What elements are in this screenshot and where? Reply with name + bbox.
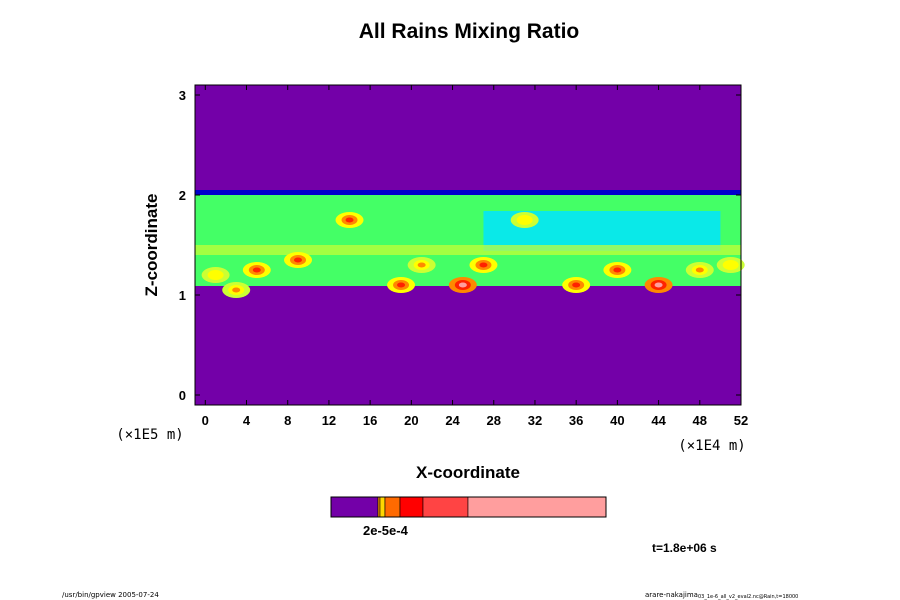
- x-tick-label: 40: [610, 413, 624, 428]
- colorbar-segment: [330, 496, 379, 518]
- mixing-ratio-field: [195, 190, 745, 298]
- y-axis-label: Z-coordinate: [142, 194, 161, 297]
- rain-cell-core: [417, 262, 426, 268]
- rain-cell-core: [458, 282, 467, 288]
- y-axis-ticks: 0 1 2 3: [179, 88, 741, 403]
- rain-cell-core: [252, 267, 261, 273]
- rain-cell-core: [397, 282, 406, 288]
- x-tick-label: 20: [404, 413, 418, 428]
- rain-cell-core: [654, 282, 663, 288]
- y-tick-label: 0: [179, 388, 186, 403]
- rain-cell-core: [479, 262, 488, 268]
- x-axis-ticks: 0 4 8 12 16 20 24 28 32 36 40 44 48 52: [202, 85, 748, 428]
- chart-title: All Rains Mixing Ratio: [359, 20, 580, 43]
- colorbar-segment: [384, 496, 401, 518]
- y-scale-label: (×1E5 m): [116, 427, 183, 443]
- x-tick-label: 8: [284, 413, 291, 428]
- x-tick-label: 24: [445, 413, 460, 428]
- x-axis-label: X-coordinate: [416, 463, 520, 482]
- rain-cell-core: [211, 272, 220, 278]
- x-tick-label: 0: [202, 413, 209, 428]
- rain-cell-core: [520, 217, 529, 223]
- colorbar: [330, 496, 607, 518]
- x-tick-label: 32: [528, 413, 542, 428]
- rain-cell-core: [695, 267, 704, 273]
- rain-cell-core: [232, 287, 241, 293]
- rain-cell-core: [294, 257, 303, 263]
- colorbar-segment: [399, 496, 424, 518]
- footer-right-sub: 03_1e-6_all_v2_eval2.nc@Rain,t=18000: [698, 594, 798, 600]
- x-tick-label: 28: [487, 413, 501, 428]
- x-scale-label: (×1E4 m): [678, 438, 745, 454]
- footer-left: /usr/bin/gpview 2005-07-24: [62, 591, 159, 599]
- colorbar-segment: [379, 496, 386, 518]
- colorbar-tick-label: 2e-5e-4: [363, 523, 409, 538]
- x-tick-label: 44: [651, 413, 666, 428]
- y-tick-label: 2: [179, 188, 186, 203]
- colorbar-segment: [467, 496, 607, 518]
- colorbar-frame: [330, 496, 607, 518]
- x-tick-label: 36: [569, 413, 583, 428]
- x-tick-label: 52: [734, 413, 748, 428]
- x-tick-label: 12: [322, 413, 336, 428]
- x-tick-label: 16: [363, 413, 377, 428]
- layer-top-edge: [195, 190, 741, 196]
- rain-cell-core: [345, 217, 354, 223]
- colorbar-segment: [422, 496, 469, 518]
- x-tick-label: 4: [243, 413, 251, 428]
- plot-frame: [194, 84, 742, 406]
- y-tick-label: 3: [179, 88, 186, 103]
- layer-yellow-band: [195, 245, 741, 255]
- rain-cell-core: [613, 267, 622, 273]
- x-tick-label: 48: [693, 413, 707, 428]
- rain-cell-core: [726, 262, 735, 268]
- footer-right-main: arare-nakajima: [645, 591, 698, 599]
- footer-right: arare-nakajima03_1e-6_all_v2_eval2.nc@Ra…: [645, 591, 798, 600]
- time-label: t=1.8e+06 s: [652, 541, 717, 555]
- rain-cell-core: [572, 282, 581, 288]
- y-tick-label: 1: [179, 288, 186, 303]
